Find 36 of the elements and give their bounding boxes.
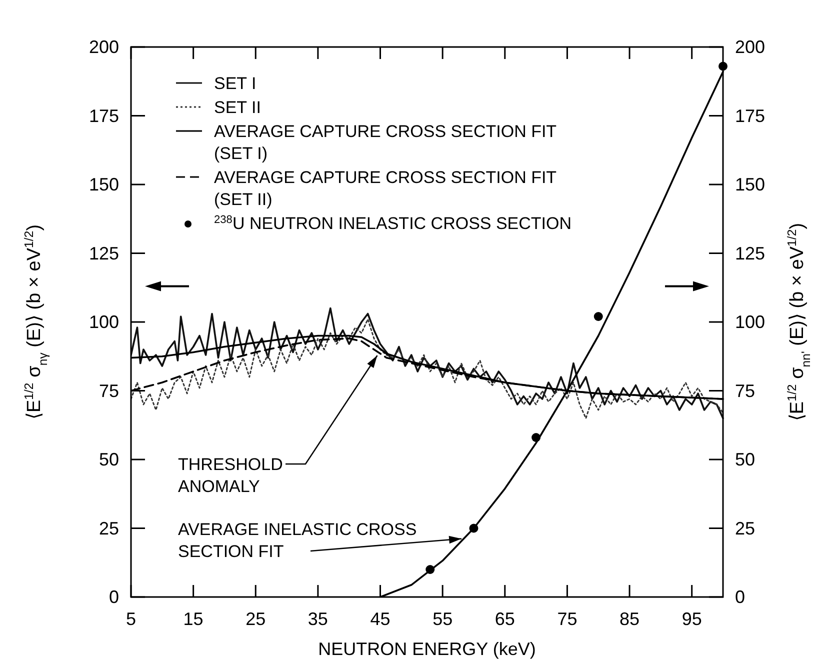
legend-label: AVERAGE CAPTURE CROSS SECTION FIT (SET I)	[214, 122, 557, 163]
y2-tick-label: 50	[735, 450, 756, 470]
y-tick-label: 200	[88, 37, 119, 57]
y-tick-label: 125	[88, 243, 119, 264]
y2-tick-label: 75	[735, 380, 756, 401]
x-tick-label: 85	[620, 609, 640, 629]
x-tick-label: 65	[494, 609, 515, 629]
legend-label: $^{238}$U NEUTRON INELASTIC CROSS SECTION	[214, 214, 572, 233]
legend-label: SET II	[214, 98, 261, 117]
x-tick-label: 95	[682, 609, 702, 629]
y-tick-label: 75	[98, 380, 119, 401]
x-tick-label: 35	[308, 609, 328, 629]
y-tick-label: 0	[108, 587, 119, 607]
y2-tick-label: 150	[735, 174, 766, 194]
y-tick-label: 150	[88, 174, 119, 194]
y2-tick-label: 0	[735, 587, 746, 607]
y2-tick-label: 200	[735, 37, 766, 57]
y-tick-label: 25	[98, 518, 119, 538]
legend-label: AVERAGE CAPTURE CROSS SECTION FIT (SET II)	[214, 168, 557, 209]
annotation: AVERAGE INELASTIC CROSS SECTION FIT	[178, 520, 417, 561]
y-tick-label: 100	[88, 312, 119, 332]
x-tick-label: 55	[432, 609, 453, 629]
x-axis-title: NEUTRON ENERGY (keV)	[318, 639, 536, 659]
y2-tick-label: 100	[735, 312, 766, 332]
legend-label: SET I	[214, 74, 256, 93]
y2-tick-label: 25	[735, 518, 756, 538]
x-tick-label: 5	[126, 609, 136, 629]
x-tick-label: 15	[183, 609, 204, 629]
x-tick-label: 75	[557, 609, 578, 629]
y2-tick-label: 175	[735, 106, 766, 126]
y-tick-label: 175	[88, 106, 119, 126]
y-tick-label: 50	[98, 450, 119, 470]
annotation: THRESHOLD ANOMALY	[178, 455, 283, 496]
y2-tick-label: 125	[735, 243, 766, 264]
x-tick-label: 25	[246, 609, 266, 629]
x-tick-label: 45	[370, 609, 390, 629]
